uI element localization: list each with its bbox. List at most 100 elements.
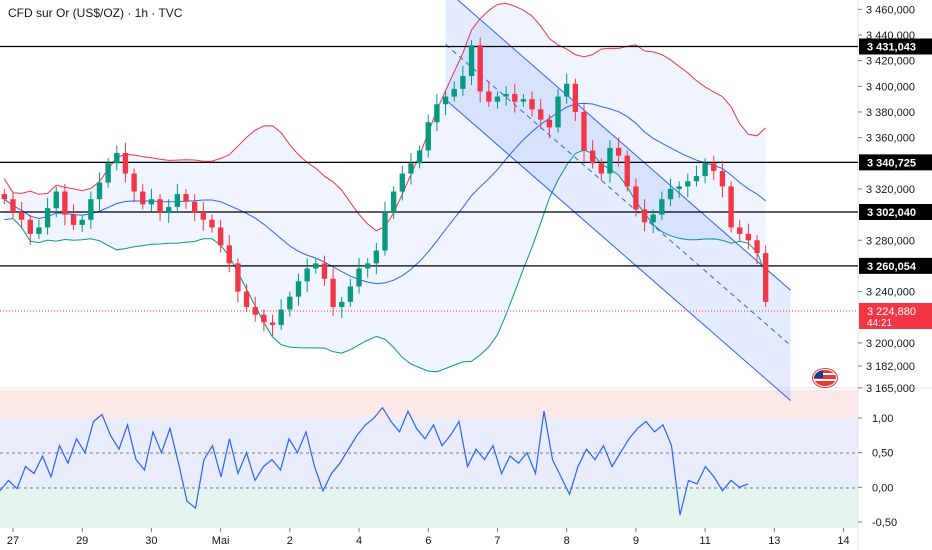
candle-body — [217, 227, 224, 246]
osc-band-high — [0, 390, 858, 418]
candle-body — [425, 122, 431, 151]
candle-body — [269, 322, 276, 325]
candle-body — [408, 163, 414, 174]
channel-lower-line — [445, 99, 792, 402]
candle-body — [486, 91, 492, 102]
candle-body — [191, 201, 198, 213]
candle-body — [304, 268, 310, 282]
candle-body — [313, 263, 319, 269]
candle-body — [356, 268, 362, 287]
candle-body — [347, 286, 354, 302]
time-axis-label: 8 — [564, 535, 570, 547]
candle-body — [598, 163, 604, 174]
candle-body — [416, 150, 423, 164]
price-axis-label: 3 400,000 — [866, 81, 915, 93]
candle-body — [321, 263, 328, 279]
candle-body — [607, 147, 613, 174]
candle-body — [581, 111, 587, 151]
level-tag — [859, 154, 932, 171]
time-axis-label: 9 — [633, 535, 639, 547]
countdown-label: 44:21 — [867, 318, 892, 329]
candle-body — [659, 199, 665, 215]
candle-body — [330, 278, 336, 307]
price-axis-label: 3 182,000 — [866, 361, 915, 373]
price-axis-label: 3 200,000 — [866, 338, 915, 350]
candle-body — [88, 199, 94, 220]
candle-body — [650, 214, 656, 223]
candle-body — [667, 188, 674, 200]
candle-body — [53, 191, 59, 209]
oscillator-line — [0, 406, 749, 516]
candle-body — [572, 83, 579, 112]
bollinger-basis — [4, 102, 767, 285]
time-axis-label: 30 — [145, 535, 157, 547]
candle-body — [235, 263, 241, 292]
price-axis-label: 3 460,000 — [866, 4, 915, 16]
candle-body — [494, 96, 501, 102]
candle-body — [295, 281, 302, 297]
candle-body — [44, 208, 51, 228]
candle-body — [226, 245, 232, 264]
level-tag — [859, 38, 932, 55]
candle-body — [564, 83, 570, 97]
candle-body — [373, 250, 380, 264]
candle-body — [287, 296, 293, 310]
candle-body — [27, 219, 33, 234]
candle-body — [728, 186, 734, 228]
candle-body — [460, 76, 466, 89]
channel-mid-line — [445, 44, 792, 346]
candle-body — [512, 94, 518, 102]
candle-body — [477, 45, 483, 92]
candle-body — [209, 219, 215, 228]
level-label: 3 302,040 — [867, 207, 916, 219]
candle-body — [390, 191, 397, 213]
candle-body — [174, 194, 181, 207]
candle-body — [96, 182, 103, 200]
candle-body — [382, 212, 388, 251]
time-axis-label: 7 — [494, 535, 500, 547]
candle-body — [762, 253, 769, 302]
candle-body — [624, 155, 630, 187]
candle-body — [148, 199, 155, 205]
candle-body — [555, 96, 561, 128]
candle-body — [451, 88, 457, 97]
candle-body — [685, 181, 691, 187]
candle-body — [468, 45, 475, 77]
osc-band-low — [0, 488, 858, 528]
price-axis-label: 3 320,000 — [866, 184, 915, 196]
level-tag — [859, 203, 932, 220]
osc-axis-label: -0,50 — [872, 517, 897, 529]
candle-body — [719, 170, 726, 187]
candle-body — [745, 233, 752, 241]
candle-body — [693, 176, 700, 182]
candle-body — [1, 194, 8, 200]
time-axis-label: 11 — [699, 535, 710, 547]
level-tag — [859, 257, 932, 274]
us-flag-icon[interactable] — [813, 369, 837, 387]
bollinger-lower-band — [4, 149, 767, 373]
candle-body — [538, 109, 544, 120]
candle-body — [702, 163, 708, 177]
candle-body — [278, 309, 284, 325]
candle-body — [131, 173, 137, 192]
candle-body — [641, 209, 648, 223]
candle-body — [200, 212, 206, 220]
candle-body — [754, 240, 760, 254]
candle-body — [114, 153, 120, 164]
level-label: 3 431,043 — [867, 41, 916, 53]
current-price-tag — [859, 302, 932, 329]
candle-body — [10, 199, 16, 213]
candle-body — [243, 291, 250, 307]
candle-body — [339, 301, 345, 307]
candle-body — [140, 191, 146, 205]
time-axis-label: 6 — [425, 535, 431, 547]
osc-axis-label: 0,00 — [872, 482, 893, 494]
time-axis-label: 13 — [768, 535, 780, 547]
candle-body — [70, 214, 77, 225]
price-axis-label: 3 440,000 — [866, 30, 915, 42]
candle-body — [261, 314, 267, 323]
candle-body — [105, 163, 111, 183]
osc-axis-label: 1,00 — [872, 413, 893, 425]
candle-body — [365, 263, 371, 269]
